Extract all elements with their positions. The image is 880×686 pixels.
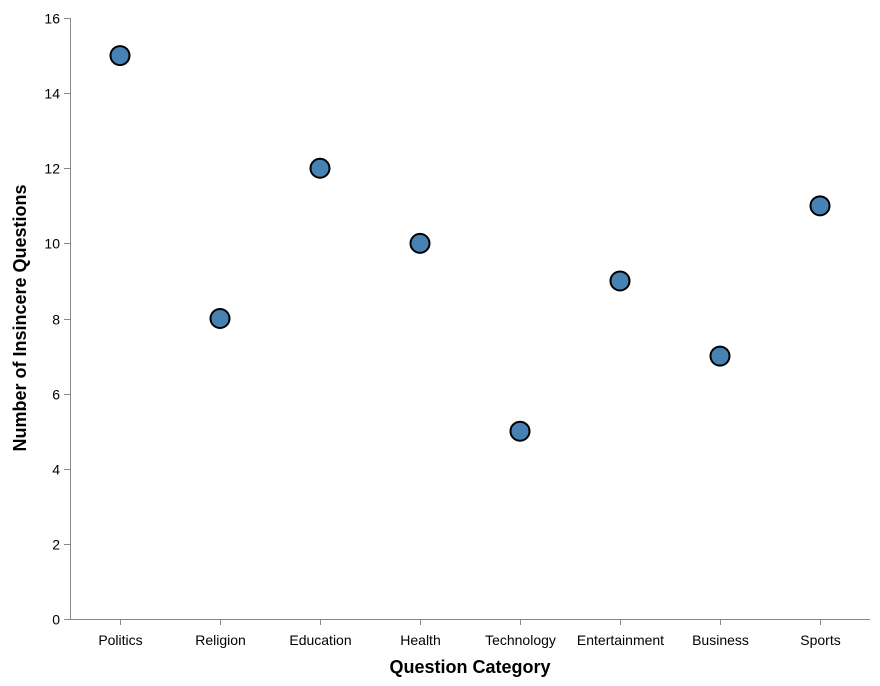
x-axis-title: Question Category xyxy=(389,657,550,677)
y-tick-label: 0 xyxy=(52,612,60,628)
y-axis: 0 2 4 6 8 10 12 14 16 xyxy=(44,11,71,628)
x-tick-label: Business xyxy=(692,632,749,648)
x-axis: Politics Religion Education Health Technolog… xyxy=(70,619,870,648)
x-tick-label: Politics xyxy=(98,632,142,648)
data-point-business xyxy=(709,345,731,367)
data-point-entertainment xyxy=(609,270,631,292)
y-tick-label: 16 xyxy=(44,11,60,27)
data-point-religion xyxy=(209,308,231,329)
data-point-technology xyxy=(509,420,531,442)
y-tick-label: 6 xyxy=(52,387,60,403)
x-tick-label: Entertainment xyxy=(577,632,664,648)
y-tick-label: 8 xyxy=(52,312,60,328)
x-tick-label: Sports xyxy=(800,632,840,648)
x-tick-label: Technology xyxy=(485,632,556,648)
y-tick-label: 10 xyxy=(44,236,60,252)
y-tick-label: 4 xyxy=(52,462,60,478)
data-point-sports xyxy=(809,195,831,217)
y-tick-label: 14 xyxy=(44,86,60,102)
y-axis-title: Number of Insincere Questions xyxy=(10,184,30,451)
data-points xyxy=(109,45,831,442)
x-tick-label: Religion xyxy=(195,632,246,648)
data-point-health xyxy=(409,232,431,254)
data-point-education xyxy=(309,157,331,179)
x-tick-label: Education xyxy=(289,632,351,648)
data-point-politics xyxy=(109,45,131,67)
y-tick-label: 2 xyxy=(52,537,60,553)
y-tick-label: 12 xyxy=(44,161,60,177)
x-tick-label: Health xyxy=(400,632,440,648)
